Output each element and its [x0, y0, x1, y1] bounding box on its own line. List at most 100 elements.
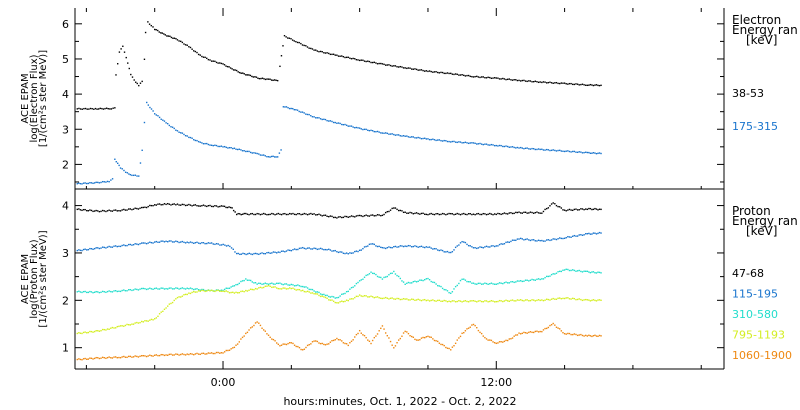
data-point — [402, 211, 405, 214]
data-point — [180, 287, 182, 290]
data-point — [142, 206, 145, 209]
data-point — [573, 269, 576, 272]
data-point — [485, 282, 488, 285]
data-point — [550, 324, 553, 326]
data-point — [362, 128, 364, 131]
data-point — [519, 212, 522, 214]
data-point — [106, 356, 109, 359]
data-point — [410, 335, 413, 338]
data-point — [116, 290, 118, 293]
data-point — [254, 213, 257, 216]
data-point — [349, 215, 351, 218]
data-point — [308, 113, 310, 116]
data-point — [347, 253, 349, 255]
data-point — [539, 212, 541, 214]
data-point — [341, 251, 343, 253]
data-point — [139, 321, 141, 324]
data-point — [528, 80, 530, 82]
data-point — [210, 289, 213, 291]
data-point — [168, 303, 171, 305]
data-point — [456, 73, 458, 76]
data-point — [300, 42, 302, 45]
data-point — [323, 248, 325, 251]
data-point — [368, 273, 371, 275]
data-point — [245, 74, 247, 76]
data-point — [311, 341, 314, 343]
data-point — [469, 326, 471, 328]
data-point — [549, 324, 551, 327]
data-point — [352, 126, 354, 128]
data-point — [539, 278, 541, 281]
legend-entry: 47-68 — [732, 267, 764, 280]
data-point — [337, 55, 340, 57]
data-point — [383, 63, 385, 66]
data-point — [280, 149, 282, 151]
data-point — [498, 213, 501, 215]
data-point — [215, 144, 218, 147]
data-point — [292, 287, 294, 289]
data-point — [365, 295, 367, 297]
data-point — [308, 343, 310, 346]
data-point — [224, 244, 226, 246]
data-point — [254, 252, 257, 255]
data-point — [479, 300, 481, 302]
data-point — [194, 242, 197, 244]
data-point — [396, 208, 398, 211]
data-point — [349, 252, 351, 254]
data-point — [541, 299, 543, 301]
data-point — [435, 283, 437, 285]
data-point — [175, 287, 177, 289]
data-point — [152, 319, 154, 321]
data-point — [554, 273, 556, 275]
data-point — [310, 343, 312, 345]
data-point — [223, 290, 226, 293]
data-point — [210, 242, 213, 244]
data-point — [313, 116, 315, 118]
data-point — [518, 332, 520, 334]
data-point — [529, 279, 532, 281]
data-point — [297, 248, 299, 251]
data-point — [360, 295, 362, 297]
data-point — [466, 328, 468, 330]
data-point — [397, 134, 400, 136]
data-point — [350, 125, 353, 127]
data-point — [371, 61, 374, 64]
data-point — [295, 109, 297, 111]
data-point — [81, 108, 83, 110]
data-point — [92, 182, 94, 185]
data-point — [232, 291, 234, 294]
data-point — [180, 40, 182, 43]
data-point — [127, 62, 129, 64]
data-point — [163, 354, 166, 357]
data-point — [220, 290, 223, 292]
data-point — [266, 285, 268, 287]
data-point — [435, 300, 437, 302]
data-point — [368, 340, 371, 343]
data-point — [246, 150, 249, 153]
data-point — [339, 122, 341, 125]
data-point — [510, 281, 512, 283]
legend-title-line: Energy ran — [732, 23, 798, 37]
data-point — [181, 203, 184, 206]
data-point — [467, 213, 470, 215]
data-point — [371, 214, 374, 216]
data-point — [536, 330, 538, 332]
data-point — [391, 344, 393, 346]
data-point — [87, 291, 90, 294]
data-point — [97, 291, 99, 293]
data-point — [321, 51, 323, 53]
data-point — [120, 48, 122, 50]
data-point — [430, 280, 432, 283]
data-point — [279, 213, 281, 215]
data-point — [240, 280, 242, 283]
data-point — [516, 79, 519, 82]
data-point — [282, 250, 284, 252]
data-point — [280, 288, 283, 290]
data-point — [134, 174, 137, 176]
data-point — [241, 280, 244, 282]
data-point — [323, 214, 325, 217]
data-point — [595, 152, 598, 155]
data-point — [448, 72, 450, 75]
data-point — [121, 209, 123, 211]
data-point — [108, 290, 110, 292]
